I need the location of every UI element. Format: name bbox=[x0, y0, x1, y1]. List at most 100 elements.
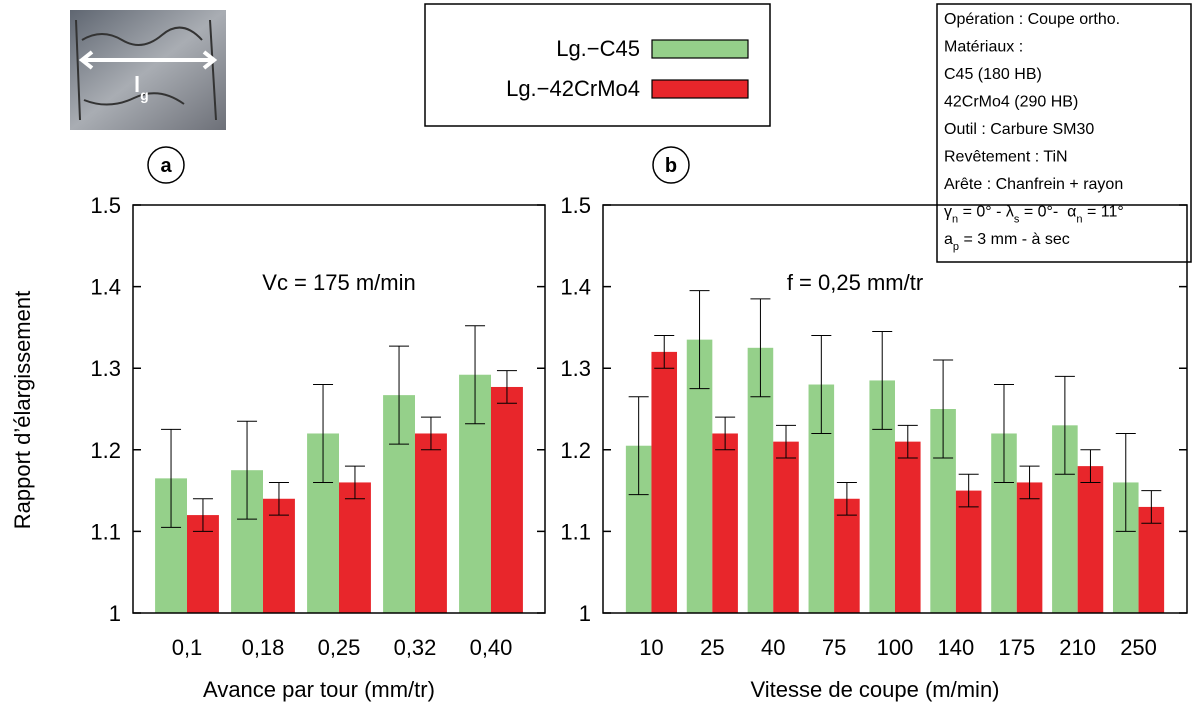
info-line: 42CrMo4 (290 HB) bbox=[944, 94, 1078, 111]
y-tick-label: 1 bbox=[109, 601, 121, 626]
x-tick-label: 100 bbox=[877, 635, 914, 660]
error-bar bbox=[750, 298, 771, 398]
error-bar bbox=[237, 420, 258, 520]
y-tick-label: 1.5 bbox=[560, 193, 591, 218]
bar bbox=[1138, 506, 1165, 613]
subscript: p bbox=[953, 241, 959, 253]
info-line: Revêtement : TiN bbox=[944, 149, 1068, 166]
y-tick-label: 1.2 bbox=[560, 438, 591, 463]
x-tick-label: 250 bbox=[1120, 635, 1157, 660]
error-bar bbox=[192, 498, 213, 532]
legend-swatch bbox=[651, 79, 749, 99]
error-bar bbox=[268, 481, 289, 516]
text-part: Matériaux : bbox=[944, 39, 1023, 56]
bar bbox=[263, 498, 295, 613]
error-bar bbox=[628, 396, 649, 496]
annotation: f = 0,25 mm/tr bbox=[787, 270, 923, 295]
photo-texture bbox=[75, 19, 217, 121]
x-tick-label: 25 bbox=[700, 635, 724, 660]
bar bbox=[834, 498, 860, 613]
info-line: Opération : Coupe ortho. bbox=[944, 11, 1120, 28]
info-line: Outil : Carbure SM30 bbox=[944, 121, 1094, 138]
bar bbox=[1016, 482, 1043, 613]
text-part: l bbox=[134, 72, 140, 97]
x-axis-title: Avance par tour (mm/tr) bbox=[203, 677, 435, 702]
text-part: Arête : Chanfrein + rayon bbox=[944, 176, 1123, 193]
panel-label: a bbox=[160, 155, 172, 177]
plot-frame bbox=[602, 204, 1188, 614]
text-part: γ bbox=[944, 204, 952, 221]
legend-label: Lg.−C45 bbox=[556, 36, 640, 61]
text-part: = 11° bbox=[1083, 204, 1124, 221]
error-bar bbox=[161, 428, 182, 528]
error-bar bbox=[776, 424, 797, 459]
subscript: n bbox=[1076, 214, 1082, 226]
error-bar bbox=[496, 370, 517, 404]
y-tick-label: 1.1 bbox=[560, 519, 591, 544]
bar bbox=[955, 490, 982, 613]
info-line: Arête : Chanfrein + rayon bbox=[944, 176, 1123, 193]
bar bbox=[651, 351, 678, 613]
y-tick-label: 1.3 bbox=[90, 356, 121, 381]
error-bar bbox=[1019, 465, 1040, 500]
error-bar bbox=[1054, 375, 1075, 475]
error-bar bbox=[933, 359, 954, 459]
bar bbox=[339, 482, 371, 613]
error-bar bbox=[811, 335, 832, 434]
photo-label: lg bbox=[134, 72, 149, 103]
x-tick-label: 0,40 bbox=[470, 635, 513, 660]
photo bbox=[70, 10, 226, 130]
error-bar bbox=[897, 424, 918, 459]
legend-label: Lg.−42CrMo4 bbox=[506, 76, 640, 101]
annotation: Vc = 175 m/min bbox=[262, 270, 415, 295]
y-tick-label: 1.4 bbox=[90, 275, 121, 300]
error-bar bbox=[1115, 432, 1136, 532]
error-bar bbox=[313, 384, 334, 483]
y-tick-label: 1.3 bbox=[560, 356, 591, 381]
legend bbox=[424, 3, 771, 127]
y-tick-label: 1.2 bbox=[90, 438, 121, 463]
info-line: Matériaux : bbox=[944, 39, 1023, 56]
text-part: 42CrMo4 (290 HB) bbox=[944, 94, 1078, 111]
error-bar bbox=[993, 384, 1014, 483]
error-bar bbox=[465, 325, 486, 425]
text-part: = 3 mm - à sec bbox=[959, 231, 1070, 248]
error-bar bbox=[654, 335, 675, 369]
x-tick-label: 210 bbox=[1059, 635, 1096, 660]
x-tick-label: 0,18 bbox=[242, 635, 285, 660]
error-bar bbox=[836, 481, 857, 516]
x-tick-label: 0,25 bbox=[318, 635, 361, 660]
x-tick-label: 75 bbox=[822, 635, 846, 660]
error-bar bbox=[872, 330, 893, 430]
error-bar bbox=[689, 290, 710, 390]
y-tick-label: 1.5 bbox=[90, 193, 121, 218]
error-bar bbox=[420, 416, 441, 451]
error-bar bbox=[715, 416, 736, 451]
y-tick-label: 1 bbox=[579, 601, 591, 626]
x-tick-label: 0,32 bbox=[394, 635, 437, 660]
bar bbox=[491, 386, 523, 613]
error-bar bbox=[389, 345, 410, 445]
y-tick-label: 1.4 bbox=[560, 275, 591, 300]
text-part: Outil : Carbure SM30 bbox=[944, 121, 1094, 138]
panel-label: b bbox=[665, 155, 677, 177]
info-line: γn = 0° - λs = 0°- αn = 11° bbox=[944, 204, 1124, 226]
photo-arrow bbox=[78, 50, 218, 70]
error-bar bbox=[1080, 449, 1101, 483]
plot-frame bbox=[132, 204, 546, 614]
subscript: s bbox=[1014, 214, 1020, 226]
text-part: = 0° - λ bbox=[958, 204, 1014, 221]
legend-swatch bbox=[651, 39, 749, 59]
x-tick-label: 10 bbox=[639, 635, 663, 660]
bar bbox=[895, 441, 921, 613]
text-part: C45 (180 HB) bbox=[944, 66, 1042, 83]
bar bbox=[773, 441, 799, 613]
info-line: ap = 3 mm - à sec bbox=[944, 231, 1070, 253]
text-part: a bbox=[944, 231, 953, 248]
panel-badge bbox=[147, 146, 185, 184]
y-axis-title: Rapport d’élargissement bbox=[10, 291, 35, 529]
error-bar bbox=[344, 465, 365, 500]
error-bar bbox=[958, 473, 979, 508]
